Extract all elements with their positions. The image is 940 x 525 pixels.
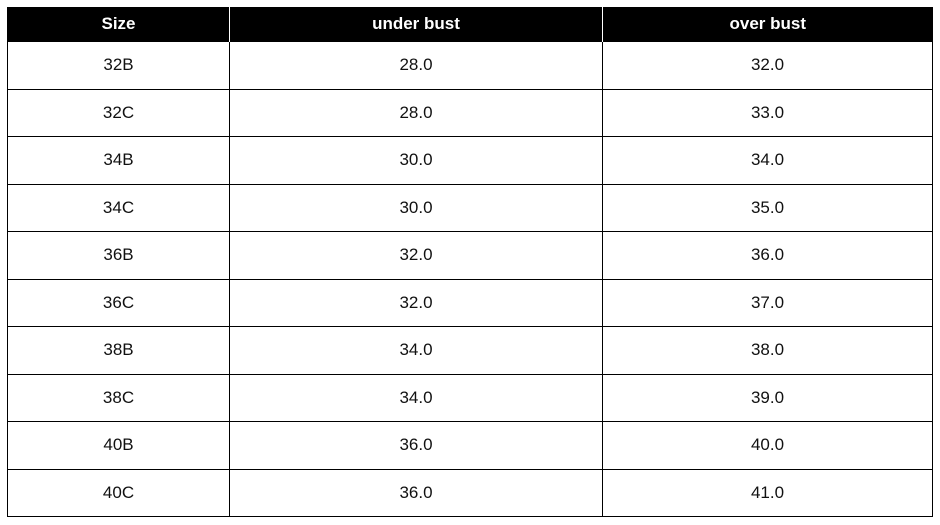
- size-cell: 36B: [7, 231, 230, 280]
- size-cell: 40C: [7, 468, 230, 517]
- table-row: 34B 30.0 34.0: [7, 136, 933, 185]
- size-cell: 34C: [7, 183, 230, 232]
- header-size: Size: [7, 7, 230, 42]
- table-row: 40B 36.0 40.0: [7, 421, 933, 470]
- table-row: 36C 32.0 37.0: [7, 278, 933, 327]
- over-bust-cell: 37.0: [602, 278, 933, 327]
- table-row: 32B 28.0 32.0: [7, 41, 933, 90]
- under-bust-cell: 30.0: [229, 183, 603, 232]
- over-bust-cell: 38.0: [602, 326, 933, 375]
- header-over-bust: over bust: [602, 7, 933, 42]
- table-row: 40C 36.0 41.0: [7, 468, 933, 517]
- size-cell: 32C: [7, 88, 230, 137]
- over-bust-cell: 41.0: [602, 468, 933, 517]
- size-cell: 36C: [7, 278, 230, 327]
- table-row: 32C 28.0 33.0: [7, 88, 933, 137]
- under-bust-cell: 36.0: [229, 421, 603, 470]
- over-bust-cell: 40.0: [602, 421, 933, 470]
- table-row: 34C 30.0 35.0: [7, 183, 933, 232]
- under-bust-cell: 32.0: [229, 231, 603, 280]
- size-cell: 40B: [7, 421, 230, 470]
- size-chart-table: Size under bust over bust 32B 28.0 32.0 32C…: [7, 7, 933, 517]
- table-row: 36B 32.0 36.0: [7, 231, 933, 280]
- over-bust-cell: 33.0: [602, 88, 933, 137]
- size-cell: 38C: [7, 373, 230, 422]
- table-row: 38C 34.0 39.0: [7, 373, 933, 422]
- over-bust-cell: 32.0: [602, 41, 933, 90]
- under-bust-cell: 28.0: [229, 88, 603, 137]
- size-cell: 32B: [7, 41, 230, 90]
- over-bust-cell: 34.0: [602, 136, 933, 185]
- header-under-bust: under bust: [229, 7, 603, 42]
- under-bust-cell: 34.0: [229, 373, 603, 422]
- over-bust-cell: 35.0: [602, 183, 933, 232]
- over-bust-cell: 36.0: [602, 231, 933, 280]
- under-bust-cell: 34.0: [229, 326, 603, 375]
- table-row: 38B 34.0 38.0: [7, 326, 933, 375]
- over-bust-cell: 39.0: [602, 373, 933, 422]
- size-cell: 34B: [7, 136, 230, 185]
- under-bust-cell: 32.0: [229, 278, 603, 327]
- under-bust-cell: 28.0: [229, 41, 603, 90]
- under-bust-cell: 36.0: [229, 468, 603, 517]
- under-bust-cell: 30.0: [229, 136, 603, 185]
- size-cell: 38B: [7, 326, 230, 375]
- header-row: Size under bust over bust: [7, 7, 933, 42]
